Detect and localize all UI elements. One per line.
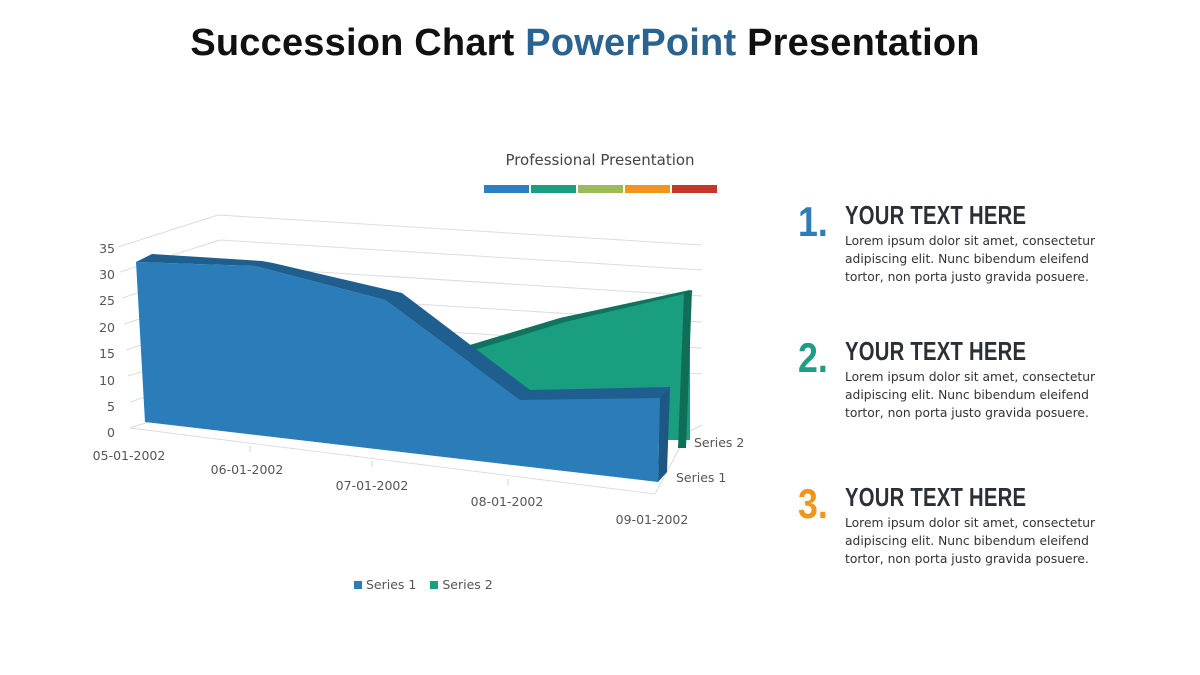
depth-axis-labels: Series 2 Series 1: [676, 435, 744, 485]
legend-item-series-1: Series 1: [354, 577, 416, 592]
item-heading: YOUR TEXT HERE: [845, 482, 1027, 512]
color-bar-segment: [531, 185, 576, 193]
chart-legend: Series 1 Series 2: [354, 577, 493, 592]
color-bar-segment: [578, 185, 623, 193]
item-number: 1.: [798, 198, 828, 245]
legend-label: Series 1: [366, 577, 417, 592]
item-body: Lorem ipsum dolor sit amet, consectetur …: [845, 234, 1096, 284]
series-1-area: [136, 254, 670, 482]
legend-label: Series 2: [442, 577, 493, 592]
item-heading: YOUR TEXT HERE: [845, 200, 1027, 230]
depth-label-series-1: Series 1: [676, 470, 726, 485]
x-tick: 06-01-2002: [211, 462, 284, 477]
item-heading: YOUR TEXT HERE: [845, 336, 1027, 366]
color-bar-segment: [672, 185, 717, 193]
item-number: 3.: [798, 480, 828, 527]
y-tick: 25: [99, 293, 115, 308]
y-tick: 35: [99, 241, 115, 256]
y-axis-labels: 35 30 25 20 15 10 5 0: [99, 241, 115, 440]
x-axis-ticks: [249, 446, 509, 485]
x-axis-labels: 05-01-2002 06-01-2002 07-01-2002 08-01-2…: [93, 448, 689, 527]
item-body: Lorem ipsum dolor sit amet, consectetur …: [845, 370, 1096, 420]
y-tick: 30: [99, 267, 115, 282]
legend-swatch-icon: [430, 580, 439, 589]
color-bar: [484, 185, 717, 193]
title-accent: PowerPoint: [525, 22, 737, 64]
y-tick: 0: [107, 425, 115, 440]
title-part-2: Presentation: [736, 22, 980, 64]
x-tick: 09-01-2002: [616, 512, 689, 527]
y-tick: 15: [99, 346, 115, 361]
legend-swatch-icon: [354, 580, 362, 589]
text-item-3: 3. YOUR TEXT HERE Lorem ipsum dolor sit …: [798, 482, 1118, 572]
legend-item-series-2: Series 2: [430, 577, 493, 592]
color-bar-segment: [484, 185, 529, 193]
x-tick: 05-01-2002: [93, 448, 166, 463]
slide-title: Succession Chart PowerPoint Presentation: [0, 22, 1170, 65]
text-item-2: 2. YOUR TEXT HERE Lorem ipsum dolor sit …: [798, 336, 1118, 426]
y-tick: 10: [99, 373, 115, 388]
item-body: Lorem ipsum dolor sit amet, consectetur …: [845, 516, 1096, 566]
item-number: 2.: [798, 334, 828, 381]
title-part-1: Succession Chart: [190, 22, 526, 64]
y-tick: 20: [99, 320, 115, 335]
color-bar-segment: [625, 185, 670, 193]
text-item-1: 1. YOUR TEXT HERE Lorem ipsum dolor sit …: [798, 200, 1118, 290]
chart-title: Professional Presentation: [505, 151, 695, 169]
x-tick: 07-01-2002: [336, 478, 409, 493]
x-tick: 08-01-2002: [471, 494, 544, 509]
depth-label-series-2: Series 2: [694, 435, 744, 450]
y-tick: 5: [107, 399, 115, 414]
